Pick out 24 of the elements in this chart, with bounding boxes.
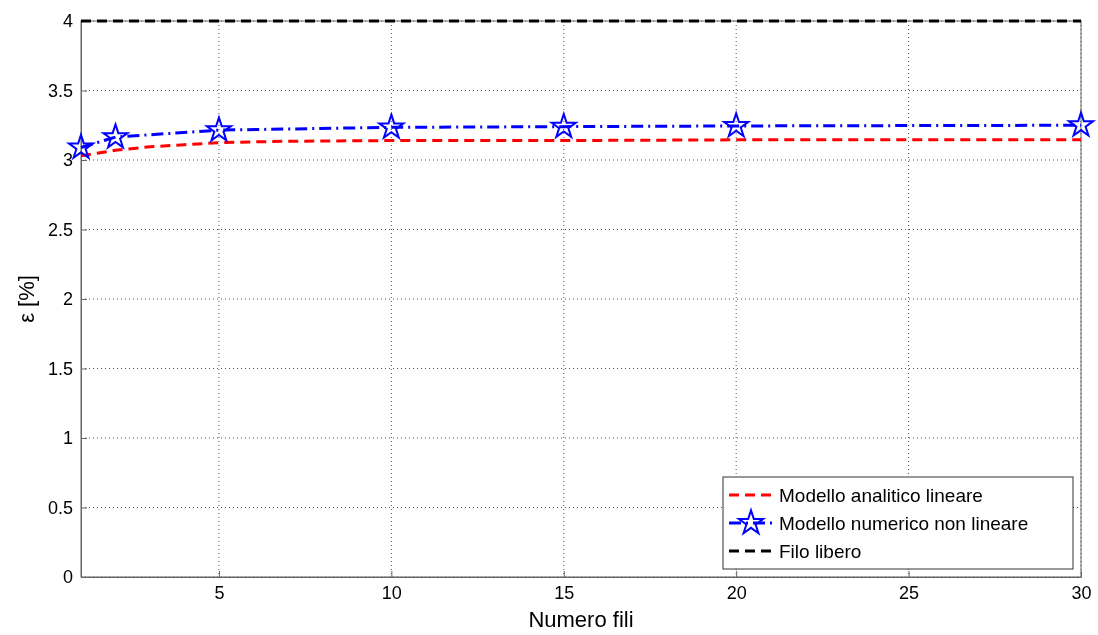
y-tick-label: 0 [62,567,73,588]
point [721,110,752,139]
x-axis-title: Numero fili [528,607,634,632]
legend-label: Modello numerico non lineare [779,513,1029,534]
x-tick-label: 30 [1071,582,1092,603]
x-tick-label: 15 [554,582,575,603]
y-tick-label: 1 [62,428,73,449]
x-tick-label: 5 [214,582,225,603]
y-tick-label: 3 [62,150,73,171]
y-tick-label: 0.5 [47,497,73,518]
x-tick-label: 25 [899,582,920,603]
y-tick-label: 1.5 [47,358,73,379]
legend-label: Modello analitico lineare [779,485,983,506]
y-tick-label: 3.5 [47,80,73,101]
legend-label: Filo libero [779,541,862,562]
y-tick-label: 2.5 [47,219,73,240]
point [1066,109,1096,138]
y-tick-label: 4 [62,11,73,32]
point [548,111,579,140]
point [376,111,407,141]
y-axis-title: ε [%] [14,275,39,323]
x-tick-label: 20 [726,582,747,603]
x-tick-label: 10 [381,582,402,603]
y-tick-label: 2 [62,289,73,310]
